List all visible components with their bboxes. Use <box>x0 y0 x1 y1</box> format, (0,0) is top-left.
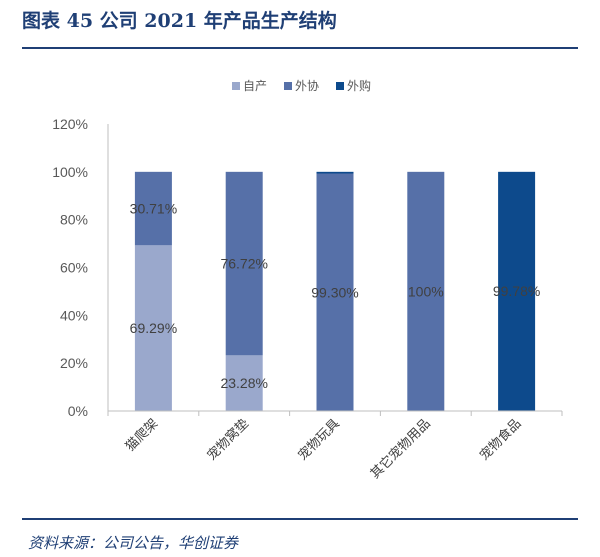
bar-segment <box>225 171 263 356</box>
x-tick-label: 宠物窝垫 <box>204 416 251 463</box>
data-labels: 30.71% 69.29% 76.72% 23.28% 99.30% 100% 99.78% <box>130 201 541 392</box>
data-label: 100% <box>408 283 444 299</box>
x-tick-label: 宠物食品 <box>476 416 523 463</box>
y-tick-label: 20% <box>60 355 88 371</box>
source-rule <box>22 518 578 520</box>
x-tick-label: 猫爬架 <box>122 416 160 454</box>
source-note: 资料来源：公司公告，华创证券 <box>28 534 239 552</box>
data-label: 69.29% <box>130 320 177 336</box>
chart-legend: 自产 外协 外购 <box>232 78 371 93</box>
bar-segment <box>407 171 445 411</box>
x-axis: 猫爬架 宠物窝垫 宠物玩具 其它宠物用品 宠物食品 <box>107 410 563 482</box>
figure-title: 图表 45 公司 2021 年产品生产结构 <box>22 10 337 32</box>
legend-label: 外购 <box>347 78 371 93</box>
x-tick-label: 宠物玩具 <box>295 416 342 463</box>
y-tick-label: 40% <box>60 307 88 323</box>
bar-segment <box>498 171 536 411</box>
title-rule <box>22 47 578 49</box>
bar-segment <box>134 171 172 246</box>
x-tick-label: 其它宠物用品 <box>367 416 433 482</box>
legend-swatch <box>232 82 240 90</box>
bar-segment <box>225 355 263 411</box>
y-tick-label: 120% <box>52 116 88 132</box>
y-tick-label: 80% <box>60 212 88 228</box>
data-label: 23.28% <box>220 375 267 391</box>
y-tick-label: 0% <box>68 403 88 419</box>
bars <box>134 171 536 411</box>
bar-segment <box>134 245 172 411</box>
legend-swatch <box>284 82 292 90</box>
y-axis: 0% 20% 40% 60% 80% 100% 120% <box>52 116 109 419</box>
data-label: 99.30% <box>311 284 358 300</box>
data-label: 76.72% <box>220 256 267 272</box>
bar-segment <box>316 173 354 411</box>
y-tick-label: 60% <box>60 260 88 276</box>
legend-label: 自产 <box>243 79 267 93</box>
data-label: 99.78% <box>493 283 540 299</box>
legend-label: 外协 <box>295 78 319 93</box>
bar-segment <box>316 171 354 174</box>
legend-swatch <box>336 82 344 90</box>
data-label: 30.71% <box>130 201 177 217</box>
y-tick-label: 100% <box>52 164 88 180</box>
